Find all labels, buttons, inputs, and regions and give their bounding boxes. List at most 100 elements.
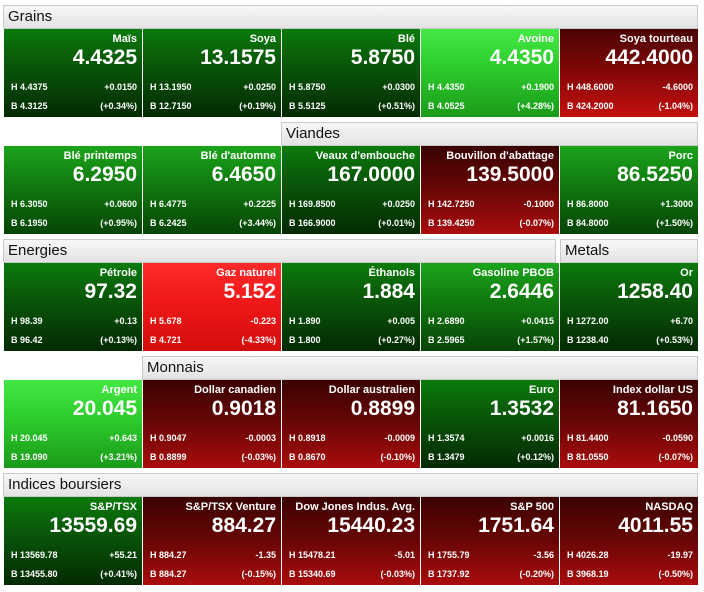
- tile-ble-printemps[interactable]: Blé printemps 6.2950 H 6.3050 B 6.1950 +…: [4, 146, 142, 234]
- tile-price: 1751.64: [478, 514, 554, 537]
- tile-change: +0.0150: [104, 82, 137, 92]
- tile-porc[interactable]: Porc 86.5250 H 86.8000 B 84.8000 +1.3000…: [560, 146, 698, 234]
- tile-change: +0.0415: [521, 316, 554, 326]
- tile-low: B 19.090: [11, 452, 48, 462]
- tile-veaux-embouche[interactable]: Veaux d'embouche 167.0000 H 169.8500 B 1…: [282, 146, 420, 234]
- tile-name: S&P 500: [510, 501, 554, 513]
- tile-price: 4011.55: [618, 514, 693, 537]
- tile-low: B 81.0550: [567, 452, 609, 462]
- tile-or[interactable]: Or 1258.40 H 1272.00 B 1238.40 +6.70 (+0…: [560, 263, 698, 351]
- tile-high: H 169.8500: [289, 199, 336, 209]
- tile-name: Argent: [101, 384, 137, 396]
- tile-low: B 2.5965: [428, 335, 465, 345]
- tile-change: +0.1900: [521, 82, 554, 92]
- tile-euro[interactable]: Euro 1.3532 H 1.3574 B 1.3479 +0.0016 (+…: [421, 380, 559, 468]
- tile-change: +0.643: [109, 433, 137, 443]
- tile-name: Blé: [397, 33, 415, 45]
- tile-price: 2.6446: [489, 280, 554, 303]
- tile-change: +0.0600: [104, 199, 137, 209]
- tile-high: H 1.890: [289, 316, 321, 326]
- tile-price: 884.27: [211, 514, 276, 537]
- tile-low: B 1737.92: [428, 569, 470, 579]
- tile-change-percent: (-0.15%): [241, 569, 276, 579]
- tile-change-percent: (-0.03%): [380, 569, 415, 579]
- tile-change-percent: (+0.41%): [100, 569, 137, 579]
- tile-low: B 1.3479: [428, 452, 465, 462]
- tile-low: B 12.7150: [150, 101, 192, 111]
- tile-price: 1.3532: [489, 397, 554, 420]
- tile-high: H 4026.28: [567, 550, 609, 560]
- tile-high: H 2.6890: [428, 316, 465, 326]
- tile-change-percent: (-4.33%): [241, 335, 276, 345]
- tile-low: B 4.721: [150, 335, 182, 345]
- tile-high: H 5.8750: [289, 82, 326, 92]
- tile-price: 4.4325: [72, 46, 137, 69]
- tile-gasoline-pbob[interactable]: Gasoline PBOB 2.6446 H 2.6890 B 2.5965 +…: [421, 263, 559, 351]
- tile-gaz-naturel[interactable]: Gaz naturel 5.152 H 5.678 B 4.721 -0.223…: [143, 263, 281, 351]
- tile-name: Maïs: [112, 33, 137, 45]
- tile-change: +0.13: [114, 316, 137, 326]
- tile-low: B 6.1950: [11, 218, 48, 228]
- tile-petrole[interactable]: Pétrole 97.32 H 98.39 B 96.42 +0.13 (+0.…: [4, 263, 142, 351]
- tile-mais[interactable]: Maïs 4.4325 H 4.4375 B 4.3125 +0.0150 (+…: [4, 29, 142, 117]
- tile-name: Bouvillon d'abattage: [446, 150, 554, 162]
- tile-high: H 0.8918: [289, 433, 326, 443]
- tile-price: 0.8899: [350, 397, 415, 420]
- tile-high: H 6.4775: [150, 199, 187, 209]
- tile-name: Porc: [668, 150, 693, 162]
- tile-index-dollar-us[interactable]: Index dollar US 81.1650 H 81.4400 B 81.0…: [560, 380, 698, 468]
- tile-sp-tsx-venture[interactable]: S&P/TSX Venture 884.27 H 884.27 B 884.27…: [143, 497, 281, 585]
- tile-argent[interactable]: Argent 20.045 H 20.045 B 19.090 +0.643 (…: [4, 380, 142, 468]
- tile-price: 20.045: [72, 397, 137, 420]
- tile-high: H 142.7250: [428, 199, 475, 209]
- tile-high: H 1272.00: [567, 316, 609, 326]
- tile-low: B 6.2425: [150, 218, 187, 228]
- tile-change-percent: (-0.20%): [519, 569, 554, 579]
- tile-sp-tsx[interactable]: S&P/TSX 13559.69 H 13569.78 B 13455.80 +…: [4, 497, 142, 585]
- tile-name: Or: [680, 267, 693, 279]
- tile-change-percent: (-0.07%): [519, 218, 554, 228]
- tile-price: 0.9018: [211, 397, 276, 420]
- section-header-grains: Grains: [3, 5, 698, 29]
- tile-avoine[interactable]: Avoine 4.4350 H 4.4350 B 4.0525 +0.1900 …: [421, 29, 559, 117]
- tile-soya[interactable]: Soya 13.1575 H 13.1950 B 12.7150 +0.0250…: [143, 29, 281, 117]
- tile-dollar-canadien[interactable]: Dollar canadien 0.9018 H 0.9047 B 0.8899…: [143, 380, 281, 468]
- tile-soya-tourteau[interactable]: Soya tourteau 442.4000 H 448.6000 B 424.…: [560, 29, 698, 117]
- tile-name: S&P/TSX: [89, 501, 137, 513]
- section-header-viandes: Viandes: [281, 122, 698, 146]
- tile-high: H 1.3574: [428, 433, 465, 443]
- tile-name: Dow Jones Indus. Avg.: [295, 501, 415, 513]
- tile-change-percent: (+0.34%): [100, 101, 137, 111]
- tile-high: H 86.8000: [567, 199, 609, 209]
- tile-name: Dollar australien: [328, 384, 415, 396]
- tile-high: H 4.4350: [428, 82, 465, 92]
- tile-name: Gasoline PBOB: [472, 267, 554, 279]
- tile-change-percent: (-1.04%): [658, 101, 693, 111]
- tile-name: Soya tourteau: [619, 33, 693, 45]
- tile-ethanols[interactable]: Éthanols 1.884 H 1.890 B 1.800 +0.005 (+…: [282, 263, 420, 351]
- tile-high: H 20.045: [11, 433, 48, 443]
- tile-change: -0.0009: [384, 433, 415, 443]
- tile-change-percent: (+3.21%): [100, 452, 137, 462]
- tile-price: 13.1575: [200, 46, 276, 69]
- tile-bouvillon-abattage[interactable]: Bouvillon d'abattage 139.5000 H 142.7250…: [421, 146, 559, 234]
- tile-high: H 448.6000: [567, 82, 614, 92]
- tile-change: -4.6000: [662, 82, 693, 92]
- tile-change-percent: (+0.12%): [517, 452, 554, 462]
- tile-change: +55.21: [109, 550, 137, 560]
- tile-change: -0.1000: [523, 199, 554, 209]
- tile-dow-jones[interactable]: Dow Jones Indus. Avg. 15440.23 H 15478.2…: [282, 497, 420, 585]
- tile-ble[interactable]: Blé 5.8750 H 5.8750 B 5.5125 +0.0300 (+0…: [282, 29, 420, 117]
- tile-change-percent: (+0.13%): [100, 335, 137, 345]
- section-header-energies: Energies: [3, 239, 556, 263]
- tile-nasdaq[interactable]: NASDAQ 4011.55 H 4026.28 B 3968.19 -19.9…: [560, 497, 698, 585]
- tile-ble-automne[interactable]: Blé d'automne 6.4650 H 6.4775 B 6.2425 +…: [143, 146, 281, 234]
- tile-sp-500[interactable]: S&P 500 1751.64 H 1755.79 B 1737.92 -3.5…: [421, 497, 559, 585]
- tile-name: Soya: [249, 33, 276, 45]
- tile-high: H 884.27: [150, 550, 187, 560]
- tile-change: +0.0250: [382, 199, 415, 209]
- tile-change-percent: (+0.51%): [378, 101, 415, 111]
- tile-change: +0.0250: [243, 82, 276, 92]
- tile-dollar-australien[interactable]: Dollar australien 0.8899 H 0.8918 B 0.86…: [282, 380, 420, 468]
- tile-high: H 4.4375: [11, 82, 48, 92]
